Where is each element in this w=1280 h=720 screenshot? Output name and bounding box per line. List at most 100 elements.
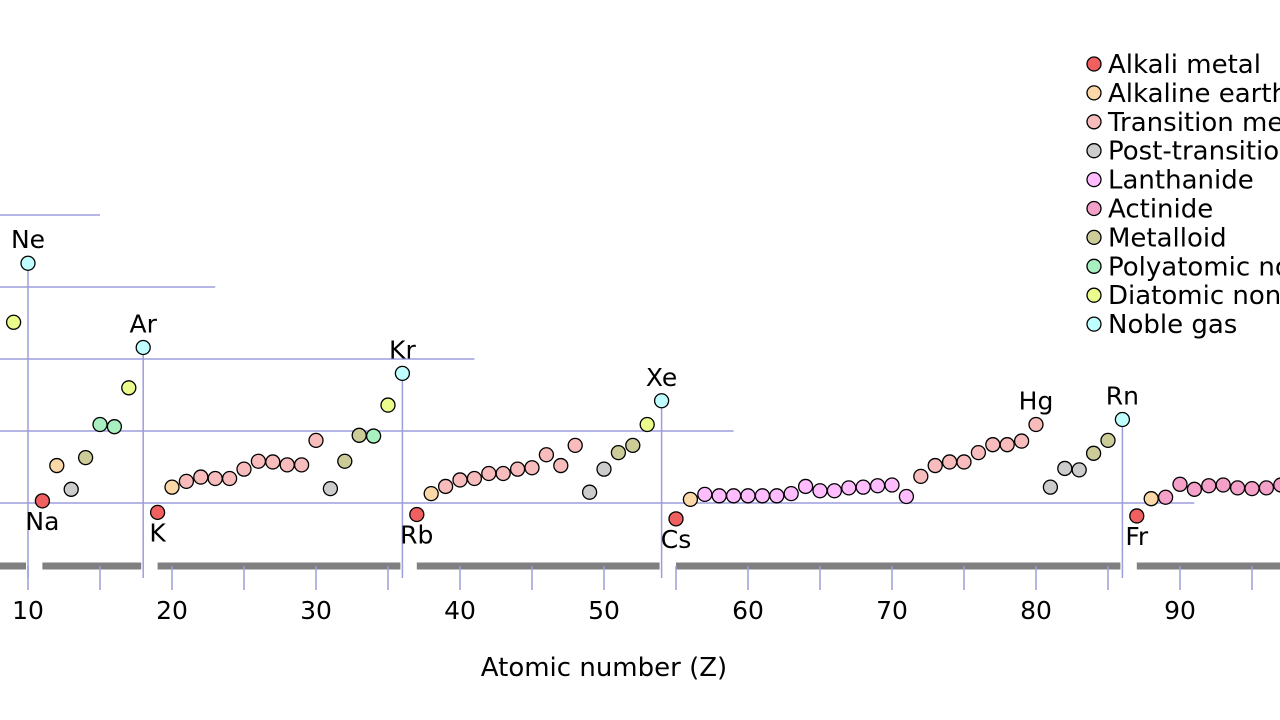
x-tick-label: 90 — [1164, 596, 1196, 625]
element-point — [394, 365, 411, 382]
element-point — [869, 478, 886, 494]
element-label: Cs — [661, 525, 691, 554]
element-point — [466, 470, 483, 487]
element-point — [250, 453, 267, 469]
element-point — [581, 484, 598, 500]
element-point — [221, 470, 238, 487]
element-point — [913, 468, 929, 485]
period-stems — [27, 263, 1124, 578]
element-point — [639, 416, 655, 433]
element-point — [279, 457, 295, 473]
element-label: Na — [25, 507, 59, 536]
element-point — [1071, 462, 1087, 478]
element-point — [941, 454, 958, 470]
element-point — [409, 506, 425, 523]
element-point — [927, 457, 943, 474]
element-point — [149, 504, 166, 521]
element-point — [178, 473, 195, 490]
legend-label: Alkali metal — [1108, 50, 1261, 80]
legend-label: Transition metal — [1107, 108, 1280, 138]
element-point — [423, 485, 439, 502]
element-label: Rb — [400, 521, 433, 550]
element-point — [1157, 489, 1174, 505]
legend-marker — [1086, 114, 1102, 130]
element-point — [797, 478, 814, 495]
x-tick-label: 60 — [732, 596, 764, 625]
x-tick-label: 50 — [588, 596, 620, 625]
legend-label: Noble gas — [1108, 310, 1237, 340]
element-point — [1100, 432, 1116, 449]
element-point — [610, 444, 627, 461]
element-point — [956, 454, 972, 470]
data-points — [5, 255, 1280, 527]
element-point — [999, 437, 1015, 453]
legend-marker — [1086, 287, 1102, 303]
element-point — [509, 461, 526, 477]
element-point — [711, 488, 727, 504]
element-point — [855, 479, 871, 495]
element-point — [769, 488, 785, 504]
legend-label: Actinide — [1108, 195, 1213, 225]
x-axis-ticks: 10 20 30 40 50 60 70 80 90 — [12, 566, 1253, 625]
x-tick-label: 70 — [876, 596, 908, 625]
element-point — [106, 419, 123, 435]
element-label: Ne — [11, 225, 45, 254]
element-point — [207, 470, 223, 487]
element-point — [265, 454, 281, 470]
element-point — [1028, 416, 1044, 433]
element-point — [1229, 480, 1246, 496]
x-axis-label: Atomic number (Z) — [481, 653, 727, 683]
legend-label: Polyatomic nonmetal — [1108, 252, 1280, 282]
element-point — [725, 488, 742, 504]
element-point — [668, 511, 684, 527]
element-point — [365, 428, 382, 444]
element-point — [1129, 508, 1145, 524]
element-point — [63, 481, 79, 497]
legend-label: Diatomic nonmetal — [1108, 281, 1280, 311]
element-point — [193, 469, 209, 485]
element-point — [135, 339, 151, 356]
element-point — [1042, 479, 1059, 495]
element-point — [1215, 477, 1231, 493]
element-point — [985, 437, 1001, 453]
legend-marker — [1086, 229, 1102, 246]
element-label: Hg — [1019, 387, 1054, 416]
element-point — [812, 483, 828, 499]
element-point — [1258, 480, 1275, 496]
x-tick-label: 80 — [1020, 596, 1052, 625]
element-point — [524, 460, 540, 476]
element-point — [1013, 433, 1030, 449]
element-point — [553, 457, 569, 474]
element-point — [783, 485, 799, 502]
element-label: Ar — [130, 309, 158, 338]
element-point — [92, 416, 108, 433]
element-point — [1143, 491, 1159, 507]
element-point — [308, 432, 324, 449]
x-tick-label: 30 — [300, 596, 332, 625]
element-point — [236, 461, 252, 477]
element-point — [1273, 477, 1280, 493]
x-tick-label: 40 — [444, 596, 476, 625]
element-point — [1186, 481, 1203, 497]
element-point — [34, 493, 51, 509]
element-point — [293, 457, 310, 473]
element-point — [164, 479, 180, 495]
element-label: K — [149, 518, 166, 547]
element-point — [596, 461, 612, 477]
legend-marker — [1086, 171, 1102, 188]
element-point — [437, 478, 454, 495]
element-point — [826, 483, 843, 499]
element-point — [77, 449, 94, 466]
legend-marker — [1086, 258, 1102, 274]
element-point — [495, 465, 511, 482]
element-point — [884, 477, 900, 493]
legend-label: Post-transition metal — [1108, 137, 1280, 167]
element-point — [898, 488, 915, 505]
element-point — [697, 486, 713, 503]
element-label: Xe — [646, 363, 677, 392]
legend-marker — [1086, 316, 1102, 332]
element-point — [351, 427, 367, 443]
element-point — [452, 472, 468, 488]
element-point — [1172, 476, 1188, 492]
element-point — [538, 447, 555, 463]
